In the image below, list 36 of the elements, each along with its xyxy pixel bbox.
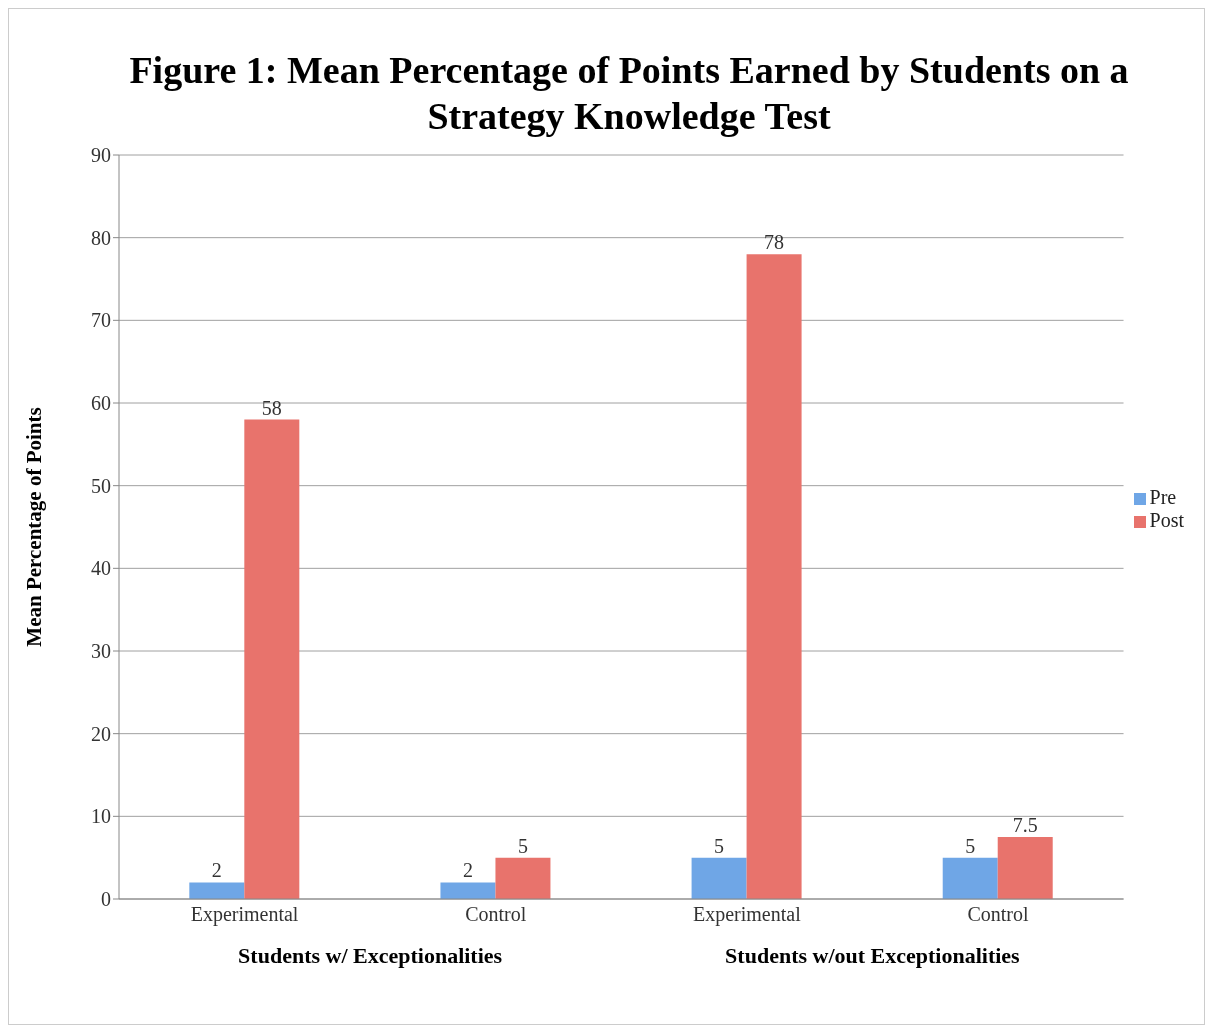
text: Students w/ Exceptionalities [238,942,503,968]
bar [495,857,551,899]
data-label: 5 [965,834,976,857]
y-tick-label: 10 [91,805,111,828]
data-label: 5 [517,834,528,857]
data-label: 58 [261,396,282,419]
y-tick-label: 40 [91,557,111,580]
bar [244,419,300,899]
bar [440,882,496,899]
y-tick-label: 30 [91,640,111,663]
bar [997,837,1053,899]
x-tick-label: Control [967,903,1029,926]
bar [746,254,802,899]
y-tick-label: 60 [91,392,111,415]
bar [691,857,747,899]
y-tick-label: 80 [91,226,111,249]
bar [942,857,998,899]
data-label: 2 [211,859,222,882]
text: Students w/out Exceptionalities [725,942,1021,968]
x-tick-label: Experimental [190,903,299,927]
legend-label: Pre [1149,486,1177,508]
x-tick-label: Control [465,903,527,926]
y-tick-label: 50 [91,474,111,497]
data-label: 78 [764,231,785,254]
y-axis-title: Mean Percentage of Points [22,407,47,647]
y-tick-label: 20 [91,722,111,745]
legend-label: Post [1149,509,1184,531]
bar [189,882,245,899]
data-label: 2 [462,859,473,882]
chart-title: Figure 1: Mean Percentage of Points Earned by Students on a Strategy Knowledge Test [129,48,1129,139]
y-tick-label: 0 [101,888,111,911]
y-tick-label: 90 [91,144,111,167]
data-label: 7.5 [1012,814,1038,836]
x-tick-label: Experimental [692,903,802,927]
data-label: 5 [714,834,725,857]
y-tick-label: 70 [91,309,111,332]
